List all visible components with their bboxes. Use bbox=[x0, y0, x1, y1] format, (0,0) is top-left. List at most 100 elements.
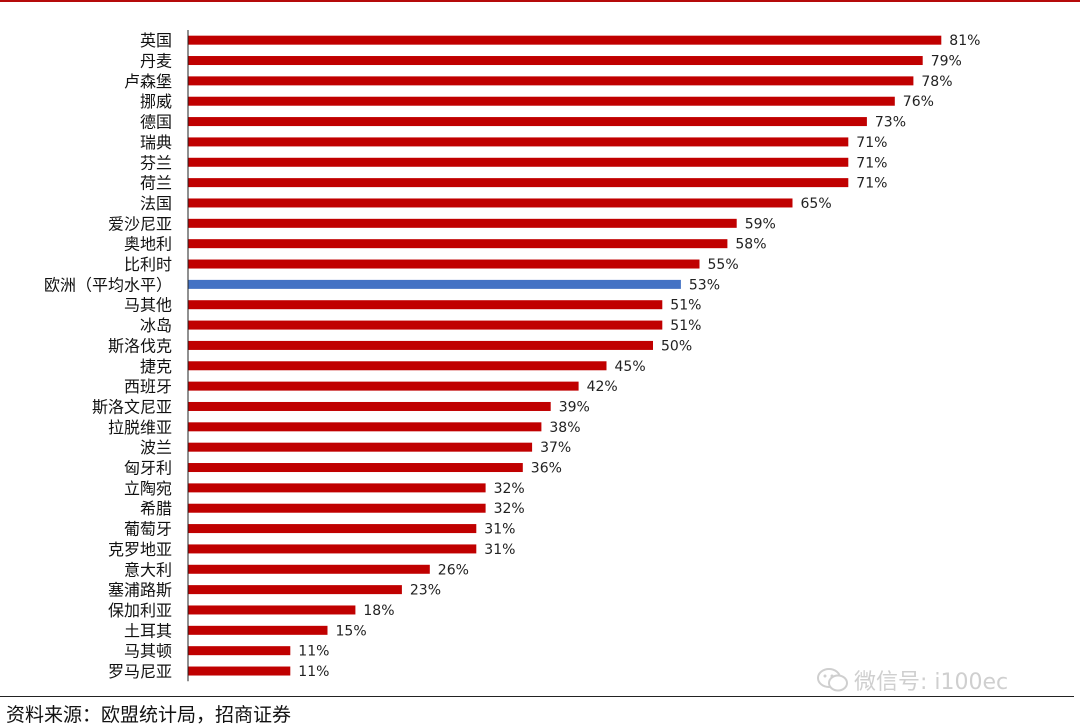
watermark: 微信号: i100ec bbox=[816, 664, 1008, 696]
bar bbox=[188, 605, 356, 615]
value-label: 23% bbox=[410, 583, 441, 599]
bar bbox=[188, 646, 291, 656]
bar bbox=[188, 239, 728, 249]
bar bbox=[188, 320, 663, 330]
category-label: 波兰 bbox=[140, 438, 172, 457]
bar bbox=[188, 564, 430, 574]
value-label: 15% bbox=[336, 623, 367, 639]
value-label: 51% bbox=[670, 298, 701, 314]
bar bbox=[188, 666, 291, 676]
bar bbox=[188, 56, 923, 66]
value-label: 26% bbox=[438, 562, 469, 578]
bar bbox=[188, 157, 849, 167]
category-label: 德国 bbox=[140, 113, 172, 132]
category-label: 丹麦 bbox=[140, 52, 172, 71]
category-label: 土耳其 bbox=[124, 621, 172, 640]
value-label: 18% bbox=[363, 603, 394, 619]
value-label: 50% bbox=[661, 338, 692, 354]
value-label: 71% bbox=[856, 155, 887, 171]
value-label: 37% bbox=[540, 440, 571, 456]
bar bbox=[188, 544, 477, 554]
value-label: 11% bbox=[298, 644, 329, 660]
source-note: 资料来源：欧盟统计局，招商证券 bbox=[6, 704, 292, 726]
category-label: 克罗地亚 bbox=[108, 540, 172, 559]
bar bbox=[188, 585, 402, 595]
category-label: 马其他 bbox=[124, 296, 172, 315]
value-label: 81% bbox=[949, 33, 980, 49]
category-label: 捷克 bbox=[140, 357, 172, 376]
value-label: 31% bbox=[484, 542, 515, 558]
value-label: 58% bbox=[735, 237, 766, 253]
bar bbox=[188, 76, 914, 86]
bar bbox=[188, 178, 849, 188]
category-label: 冰岛 bbox=[140, 316, 172, 335]
bar-highlight bbox=[188, 279, 681, 289]
top-rule bbox=[0, 0, 1080, 2]
value-label: 65% bbox=[801, 196, 832, 212]
category-label: 罗马尼亚 bbox=[108, 662, 172, 681]
category-label: 塞浦路斯 bbox=[108, 581, 172, 600]
value-label: 79% bbox=[931, 54, 962, 70]
bar bbox=[188, 300, 663, 310]
category-label: 挪威 bbox=[140, 92, 172, 111]
value-label: 76% bbox=[903, 94, 934, 110]
bar bbox=[188, 259, 700, 269]
bar bbox=[188, 198, 793, 208]
value-label: 55% bbox=[708, 257, 739, 273]
category-label: 拉脱维亚 bbox=[108, 418, 172, 437]
category-label: 卢森堡 bbox=[124, 72, 172, 91]
value-label: 71% bbox=[856, 135, 887, 151]
bar bbox=[188, 218, 737, 228]
category-label: 保加利亚 bbox=[108, 601, 172, 620]
value-label: 11% bbox=[298, 664, 329, 680]
bar bbox=[188, 422, 542, 432]
value-label: 32% bbox=[494, 501, 525, 517]
value-label: 53% bbox=[689, 277, 720, 293]
bar bbox=[188, 361, 607, 371]
value-labels: 81% 79% 78% 76% 73% 71% 71% 71% 65% 59% 58% 55% 53% 5… bbox=[298, 33, 980, 680]
bars bbox=[188, 35, 942, 676]
bar bbox=[188, 503, 486, 513]
category-label: 荷兰 bbox=[140, 174, 172, 193]
bar bbox=[188, 401, 551, 411]
category-label: 英国 bbox=[140, 31, 172, 50]
category-label: 法国 bbox=[140, 194, 172, 213]
category-label: 立陶宛 bbox=[124, 479, 172, 498]
category-label: 匈牙利 bbox=[124, 459, 172, 478]
category-label: 比利时 bbox=[124, 255, 172, 274]
bar bbox=[188, 340, 653, 350]
bar bbox=[188, 96, 895, 106]
value-label: 39% bbox=[559, 399, 590, 415]
value-label: 71% bbox=[856, 176, 887, 192]
value-label: 73% bbox=[875, 115, 906, 131]
value-label: 78% bbox=[921, 74, 952, 90]
category-label: 意大利 bbox=[124, 560, 172, 579]
value-label: 51% bbox=[670, 318, 701, 334]
bar bbox=[188, 625, 328, 635]
category-label: 芬兰 bbox=[140, 153, 172, 172]
category-label: 斯洛文尼亚 bbox=[92, 397, 172, 416]
category-label: 欧洲（平均水平） bbox=[44, 275, 172, 294]
category-label: 西班牙 bbox=[124, 377, 172, 396]
bar bbox=[188, 483, 486, 493]
value-label: 42% bbox=[587, 379, 618, 395]
watermark-text: 微信号: i100ec bbox=[854, 670, 1009, 695]
category-label: 斯洛伐克 bbox=[108, 336, 172, 355]
bar bbox=[188, 381, 579, 391]
category-label: 爱沙尼亚 bbox=[108, 214, 172, 233]
category-label: 希腊 bbox=[140, 499, 172, 518]
category-label: 葡萄牙 bbox=[124, 520, 172, 539]
category-label: 瑞典 bbox=[140, 133, 172, 152]
bar bbox=[188, 524, 477, 534]
value-label: 32% bbox=[494, 481, 525, 497]
bar bbox=[188, 117, 867, 127]
value-label: 31% bbox=[484, 522, 515, 538]
bar bbox=[188, 35, 942, 45]
bottom-rule bbox=[0, 696, 1074, 697]
bar bbox=[188, 463, 523, 473]
wechat-icon bbox=[817, 668, 848, 692]
bar bbox=[188, 442, 533, 452]
value-label: 38% bbox=[549, 420, 580, 436]
